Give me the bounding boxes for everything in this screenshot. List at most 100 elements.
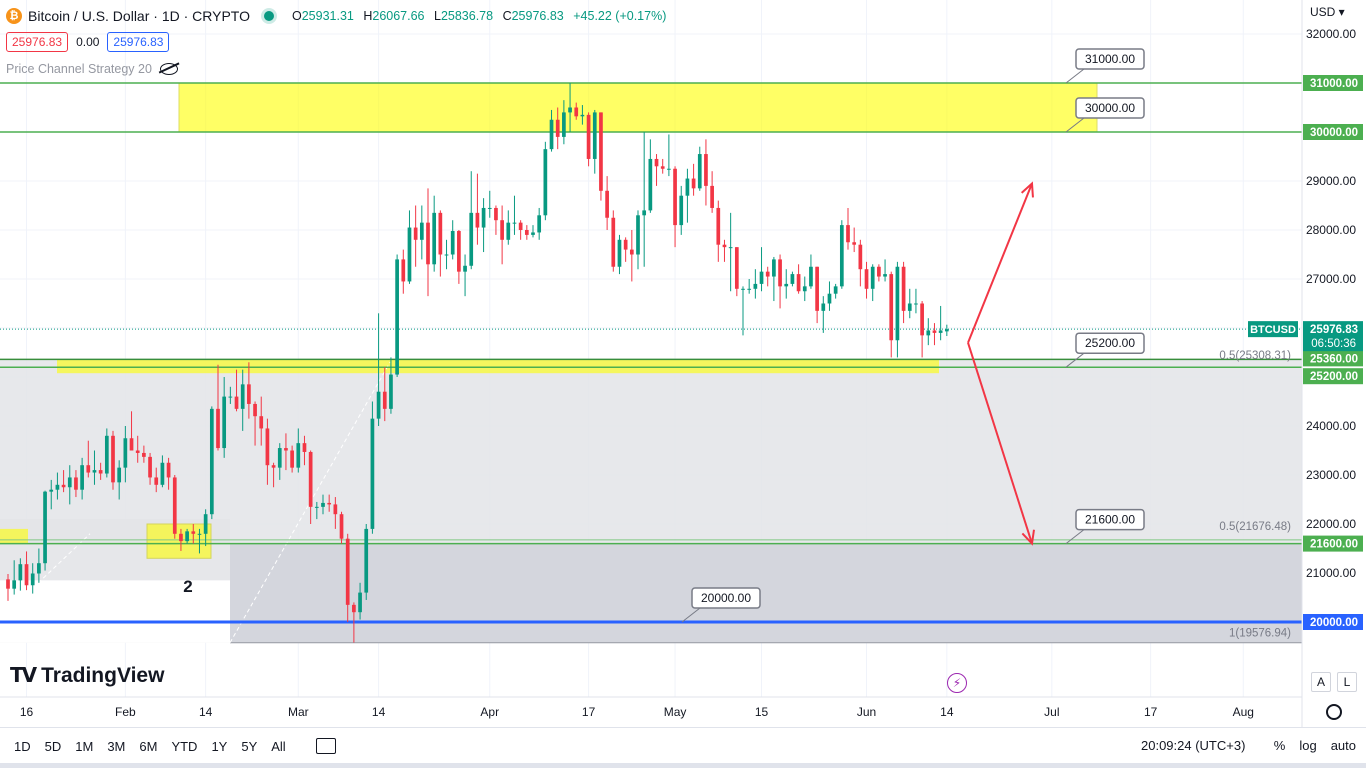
log-toggle[interactable]: log bbox=[1299, 738, 1317, 753]
candle[interactable] bbox=[191, 524, 196, 544]
candle[interactable] bbox=[37, 548, 41, 583]
candle[interactable] bbox=[419, 205, 424, 260]
candle[interactable] bbox=[24, 551, 29, 591]
candle[interactable] bbox=[914, 288, 918, 314]
candle[interactable] bbox=[802, 276, 807, 302]
candle[interactable] bbox=[809, 254, 813, 289]
candle[interactable] bbox=[629, 230, 634, 282]
candle[interactable] bbox=[253, 401, 257, 446]
range-5d[interactable]: 5D bbox=[44, 738, 62, 754]
candle[interactable] bbox=[877, 264, 881, 282]
candle[interactable] bbox=[704, 139, 708, 206]
candle[interactable] bbox=[796, 264, 801, 294]
candle[interactable] bbox=[142, 445, 146, 463]
lightning-icon[interactable]: ⚡ bbox=[947, 673, 967, 693]
candle[interactable] bbox=[67, 465, 72, 505]
candle[interactable] bbox=[697, 146, 702, 191]
candle[interactable] bbox=[654, 154, 659, 186]
candle[interactable] bbox=[12, 560, 17, 595]
candle[interactable] bbox=[376, 313, 381, 426]
range-1m[interactable]: 1M bbox=[75, 738, 94, 754]
candle[interactable] bbox=[926, 318, 931, 346]
candle[interactable] bbox=[716, 200, 721, 262]
candle[interactable] bbox=[216, 364, 220, 451]
candle[interactable] bbox=[574, 102, 579, 120]
candle[interactable] bbox=[580, 105, 585, 125]
candle[interactable] bbox=[815, 266, 819, 324]
candle[interactable] bbox=[846, 207, 850, 250]
candle[interactable] bbox=[413, 205, 418, 267]
candle[interactable] bbox=[852, 227, 857, 253]
candle[interactable] bbox=[172, 475, 177, 539]
candle[interactable] bbox=[179, 528, 183, 551]
candle[interactable] bbox=[271, 462, 276, 488]
candle[interactable] bbox=[401, 249, 406, 294]
candle[interactable] bbox=[18, 558, 23, 591]
range-3m[interactable]: 3M bbox=[107, 738, 126, 754]
candle[interactable] bbox=[296, 428, 301, 473]
candle[interactable] bbox=[222, 377, 227, 458]
auto-toggle[interactable]: auto bbox=[1330, 738, 1356, 753]
candle[interactable] bbox=[592, 109, 597, 174]
candle[interactable] bbox=[667, 134, 671, 177]
candle[interactable] bbox=[531, 225, 535, 238]
candle[interactable] bbox=[691, 163, 696, 196]
level-callout-25200[interactable]: 25200.00 bbox=[1065, 332, 1145, 368]
candle[interactable] bbox=[80, 457, 84, 500]
candle[interactable] bbox=[135, 435, 140, 463]
range-1d[interactable]: 1D bbox=[14, 738, 31, 754]
forecast-arrow-up[interactable] bbox=[967, 181, 1034, 344]
candle[interactable] bbox=[623, 237, 628, 262]
candle[interactable] bbox=[432, 195, 437, 272]
candle[interactable] bbox=[284, 433, 288, 471]
candle[interactable] bbox=[277, 443, 282, 480]
level-callout-20000[interactable]: 20000.00 bbox=[681, 587, 761, 623]
hidden-eye-icon[interactable] bbox=[159, 63, 178, 75]
candle[interactable] bbox=[562, 100, 566, 145]
candle[interactable] bbox=[741, 286, 745, 336]
candle[interactable] bbox=[685, 168, 690, 223]
candle[interactable] bbox=[734, 247, 739, 297]
candle[interactable] bbox=[240, 369, 245, 431]
candle[interactable] bbox=[537, 207, 542, 240]
candle[interactable] bbox=[364, 524, 369, 600]
candle[interactable] bbox=[543, 141, 548, 221]
calendar-icon[interactable] bbox=[315, 738, 336, 754]
log-scale-button[interactable]: L bbox=[1337, 672, 1357, 692]
candle[interactable] bbox=[49, 479, 54, 510]
candle[interactable] bbox=[30, 563, 35, 594]
strategy-legend[interactable]: Price Channel Strategy 20 bbox=[6, 62, 672, 76]
candle[interactable] bbox=[778, 254, 782, 309]
currency-selector[interactable]: USD ▾ bbox=[1310, 5, 1345, 19]
range-all[interactable]: All bbox=[271, 738, 286, 754]
candle[interactable] bbox=[907, 288, 912, 319]
candle[interactable] bbox=[358, 582, 362, 620]
candle[interactable] bbox=[111, 430, 115, 490]
candle[interactable] bbox=[673, 166, 677, 248]
candle[interactable] bbox=[617, 234, 622, 275]
candle[interactable] bbox=[772, 256, 776, 302]
candle[interactable] bbox=[259, 396, 264, 446]
candle[interactable] bbox=[710, 171, 714, 213]
candle[interactable] bbox=[679, 185, 684, 235]
forecast-arrow-down[interactable] bbox=[967, 342, 1035, 546]
candle[interactable] bbox=[753, 269, 758, 299]
candle[interactable] bbox=[6, 573, 10, 601]
candle[interactable] bbox=[827, 281, 832, 311]
level-callout-21600[interactable]: 21600.00 bbox=[1065, 508, 1145, 544]
candle[interactable] bbox=[160, 455, 165, 488]
candle[interactable] bbox=[821, 296, 826, 333]
candle[interactable] bbox=[611, 210, 616, 272]
candle[interactable] bbox=[494, 205, 498, 235]
candle[interactable] bbox=[555, 107, 560, 150]
candle[interactable] bbox=[895, 261, 900, 358]
candle[interactable] bbox=[518, 220, 523, 240]
candle[interactable] bbox=[864, 261, 869, 299]
candle[interactable] bbox=[870, 264, 875, 302]
candle[interactable] bbox=[327, 494, 332, 512]
candle[interactable] bbox=[234, 369, 239, 412]
candle[interactable] bbox=[549, 109, 554, 152]
clock[interactable]: 20:09:24 (UTC+3) bbox=[1141, 738, 1246, 753]
candle[interactable] bbox=[450, 220, 455, 260]
candle[interactable] bbox=[148, 452, 152, 485]
